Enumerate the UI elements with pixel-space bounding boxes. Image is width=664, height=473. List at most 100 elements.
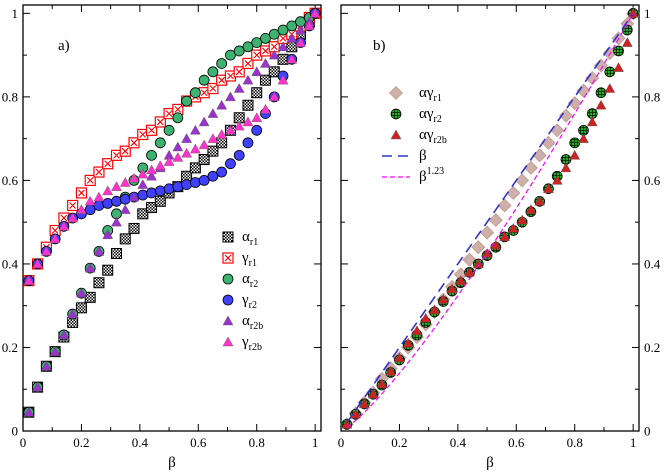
data-point bbox=[488, 213, 503, 228]
data-point bbox=[23, 406, 35, 417]
data-point bbox=[93, 191, 105, 202]
data-point bbox=[242, 137, 254, 149]
x-tick-label: 1 bbox=[312, 435, 319, 450]
data-point bbox=[621, 37, 633, 47]
data-point bbox=[137, 208, 149, 220]
data-point bbox=[190, 124, 201, 135]
data-point bbox=[534, 195, 546, 206]
panel-a-ticks: 0 0.2 0.4 0.6 0.8 1 0 0.2 0.4 0.6 0.8 1 bbox=[2, 5, 321, 450]
data-point bbox=[111, 195, 122, 207]
data-point bbox=[207, 145, 219, 157]
panel-b-series bbox=[339, 6, 641, 432]
x-tick-label: 0.6 bbox=[190, 435, 207, 450]
data-point bbox=[525, 204, 537, 214]
legend-marker bbox=[222, 252, 234, 264]
data-point bbox=[128, 172, 140, 183]
x-tick-label: 0.8 bbox=[567, 435, 583, 450]
panel-a-series bbox=[23, 7, 321, 418]
data-point bbox=[102, 158, 114, 170]
x-tick-label: 0.4 bbox=[450, 435, 467, 450]
panel-a-frame bbox=[22, 4, 322, 432]
series-beta-1.23-line bbox=[346, 13, 634, 429]
data-point bbox=[472, 258, 484, 269]
data-point bbox=[198, 139, 210, 150]
data-point bbox=[359, 398, 370, 409]
data-point bbox=[146, 202, 158, 214]
data-point bbox=[233, 83, 245, 93]
data-point bbox=[198, 74, 210, 86]
legend-entry-label: αγr2b bbox=[419, 127, 447, 146]
data-point bbox=[216, 166, 228, 178]
data-point bbox=[76, 204, 87, 214]
data-point bbox=[198, 116, 210, 127]
legend-entry-subscript: r2 bbox=[249, 300, 257, 311]
data-point bbox=[67, 199, 79, 212]
x-tick-label: 0.8 bbox=[249, 435, 265, 450]
data-point bbox=[233, 149, 245, 161]
data-point bbox=[497, 198, 512, 213]
data-point bbox=[93, 246, 105, 256]
data-point bbox=[181, 179, 193, 190]
data-point bbox=[41, 246, 52, 256]
data-point bbox=[277, 41, 289, 51]
data-point bbox=[543, 183, 554, 193]
data-point bbox=[75, 187, 88, 199]
data-point bbox=[67, 308, 79, 319]
data-point bbox=[216, 99, 228, 110]
data-point bbox=[462, 252, 477, 267]
data-point bbox=[181, 133, 192, 143]
data-point bbox=[506, 186, 521, 200]
data-point bbox=[242, 57, 254, 70]
data-point bbox=[309, 7, 321, 18]
data-point bbox=[268, 28, 280, 40]
panel-b-label: b) bbox=[373, 38, 386, 54]
data-point bbox=[471, 240, 486, 255]
legend-entry-label: αγr2 bbox=[419, 106, 442, 125]
data-point bbox=[233, 45, 245, 57]
panel-b-legend: αγr1 αγr2 αγr2b β β1.23 bbox=[382, 85, 447, 185]
data-point bbox=[128, 137, 140, 149]
data-point bbox=[385, 365, 397, 376]
data-point bbox=[251, 87, 263, 99]
series-gamma-r2b bbox=[23, 7, 321, 285]
data-point bbox=[508, 223, 519, 233]
data-point bbox=[172, 152, 184, 162]
data-point bbox=[49, 233, 61, 244]
data-point bbox=[128, 222, 140, 234]
y-tick-label: 1 bbox=[12, 6, 19, 21]
data-point bbox=[604, 83, 616, 93]
data-point bbox=[84, 195, 96, 206]
data-point bbox=[567, 96, 582, 111]
x-tick-label: 0.6 bbox=[508, 435, 525, 450]
x-tick-label: 0.2 bbox=[391, 435, 407, 450]
y-tick-label: 0.4 bbox=[2, 256, 19, 271]
data-point bbox=[189, 87, 201, 99]
data-point bbox=[207, 133, 219, 143]
legend-entry-subscript: r1 bbox=[434, 93, 442, 104]
data-point bbox=[516, 214, 528, 225]
data-point bbox=[102, 229, 114, 239]
legend-marker bbox=[222, 273, 234, 285]
data-point bbox=[137, 189, 149, 201]
data-point bbox=[233, 120, 245, 131]
data-point bbox=[58, 220, 70, 231]
legend-entry-label: γr2b bbox=[241, 334, 262, 353]
data-point bbox=[67, 212, 79, 223]
data-point bbox=[102, 264, 114, 276]
panel-b: 0 0.2 0.4 0.6 0.8 100.20.40.60.81 b) β αγr1αγ… bbox=[338, 4, 661, 471]
data-point bbox=[32, 381, 43, 392]
data-point bbox=[119, 145, 131, 157]
data-point bbox=[119, 193, 131, 205]
panel-b-frame bbox=[340, 4, 640, 432]
series-beta-lin-line bbox=[346, 12, 634, 424]
data-point bbox=[41, 360, 52, 371]
data-point bbox=[242, 41, 254, 53]
data-point bbox=[216, 58, 228, 69]
data-point bbox=[137, 168, 149, 179]
data-point bbox=[23, 275, 35, 285]
data-point bbox=[286, 20, 298, 32]
data-point bbox=[102, 185, 114, 196]
y-tick-label: 0 bbox=[12, 424, 19, 439]
legend-entry-subscript: r1 bbox=[249, 258, 257, 269]
data-point bbox=[216, 129, 228, 139]
